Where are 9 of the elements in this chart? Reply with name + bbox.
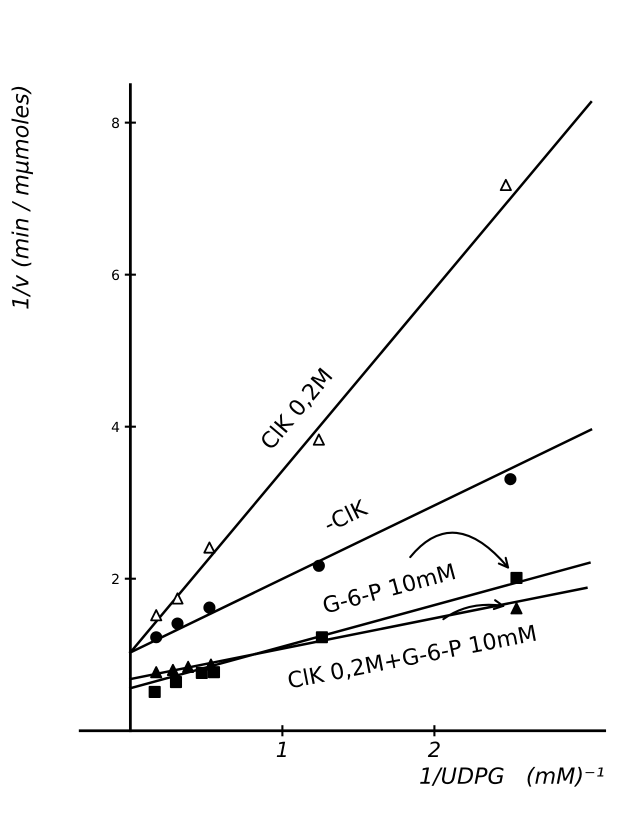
text: -ClK	[322, 498, 370, 533]
y-tick-label: 6	[112, 270, 120, 280]
x-axis-title: 1/UDPG (mM)⁻¹	[420, 766, 604, 787]
y-tick-label: 2	[112, 574, 119, 584]
annotation: G-6-P 10mM	[322, 562, 456, 614]
y-tick-label: 8	[112, 118, 120, 128]
y-tick-label: 4	[112, 422, 120, 432]
y-axis-title: 1/v (min / mμmoles)	[12, 86, 34, 309]
x-tick-label: 1	[276, 742, 286, 757]
